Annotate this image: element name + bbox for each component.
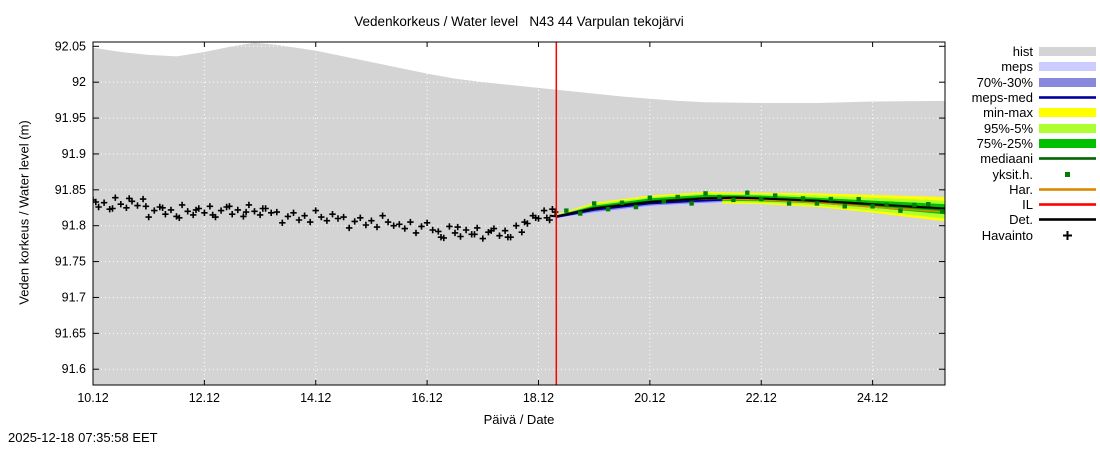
simulation-point [745,190,750,195]
simulation-point [675,194,680,200]
simulation-point [619,200,625,205]
y-tick-label: 91.7 [62,290,86,304]
simulation-point [856,196,861,202]
legend-item: hist [972,44,1096,59]
legend-item-label: min-max [983,105,1033,121]
legend-sample-line [1039,218,1096,222]
y-tick-label: 91.65 [55,326,86,340]
x-tick-label: 12.12 [189,391,220,405]
legend-sample-band [1039,47,1096,57]
legend-sample-plus [1063,230,1072,240]
x-tick-label: 14.12 [300,391,331,405]
legend-item-label: meps-med [971,90,1033,106]
simulation-point [842,204,847,209]
y-tick-label: 91.95 [55,111,86,125]
x-tick-label: 10.12 [77,391,108,405]
legend-item: mediaani [972,151,1096,166]
legend-item-label: Havainto [981,227,1033,243]
legend-item: IL [972,197,1096,212]
simulation-point [884,202,889,208]
x-tick-label: 16.12 [411,391,442,405]
legend-sample-band [1039,77,1096,87]
x-tick-label: 18.12 [523,391,554,405]
legend-item-label: Det. [1009,212,1033,228]
legend-sample-band [1039,108,1096,118]
legend-sample-line [1039,157,1096,161]
y-tick-label: 92 [72,75,86,89]
simulation-point [759,196,764,202]
simulation-point [772,193,778,198]
y-tick-label: 92.05 [55,39,86,53]
y-tick-label: 91.8 [62,219,86,233]
legend-item: meps-med [972,90,1096,105]
legend-item: min-max [972,105,1096,120]
simulation-point [926,201,931,207]
legend-item: Det. [972,212,1096,227]
x-axis-label: Päivä / Date [483,412,555,427]
legend-sample-line [1039,188,1096,191]
simulation-point [800,196,806,201]
legend-item-label: IL [1022,197,1033,213]
simulation-point [633,204,639,210]
legend-item-label: meps [1001,59,1033,75]
legend-item-label: 75%-25% [976,135,1033,151]
plot-border [92,41,946,386]
y-tick-label: 91.9 [62,147,86,161]
x-tick-label: 20.12 [634,391,665,405]
plot-area [93,42,945,385]
simulation-point [578,211,583,216]
simulation-point [814,201,820,206]
legend-item: meps [972,59,1096,74]
legend-item: Havainto [972,228,1096,243]
legend-item: 95%-5% [972,120,1096,136]
line-Det. [549,196,945,218]
simulation-point [661,199,666,204]
x-tick-label: 22.12 [746,391,777,405]
legend-item-label: hist [1012,44,1033,60]
legend-sample-band [1039,123,1096,133]
legend-item-label: 70%-30% [976,74,1033,90]
observation-markers [93,194,559,242]
simulation-point [591,201,597,206]
generated-timestamp: 2025-12-18 07:35:58 EET [8,430,158,445]
legend-item: Har. [972,182,1096,197]
legend-sample-band [1039,138,1096,148]
legend-item-label: yksit.h. [992,166,1033,182]
legend-item-label: 95%-5% [983,120,1033,136]
legend-sample-band [1039,62,1096,72]
hist-band [93,42,945,385]
simulation-point [689,201,694,206]
chart-title: Vedenkorkeus / Water level N43 44 Varpul… [354,14,684,29]
simulation-point [828,196,834,202]
legend-item: 75%-25% [972,136,1096,151]
y-tick-label: 91.75 [55,255,86,269]
simulation-point [731,197,736,203]
simulation-point [940,209,945,214]
legend-sample-line [1039,96,1096,99]
x-tick-label: 24.12 [857,391,888,405]
legend-item: yksit.h. [972,166,1096,182]
simulation-point [703,191,708,196]
legend-item-label: mediaani [980,151,1033,167]
legend: hist meps 70%-30% meps-med min-max 95%-5% 75%-… [972,44,1096,243]
simulation-point [717,194,722,200]
legend-item-label: Har. [1009,181,1033,197]
legend-sample-line [1039,203,1096,206]
legend-item: 70%-30% [972,75,1096,90]
simulation-point [786,201,792,206]
simulation-point [564,208,569,213]
simulation-point [605,206,611,212]
legend-sample-square [1065,171,1070,177]
band-70%-30% [556,198,723,218]
y-tick-label: 91.6 [62,362,86,376]
simulation-point [870,204,875,209]
simulation-point [912,202,917,208]
y-tick-label: 91.85 [55,183,86,197]
simulation-point [647,195,653,200]
simulation-point [898,208,903,213]
